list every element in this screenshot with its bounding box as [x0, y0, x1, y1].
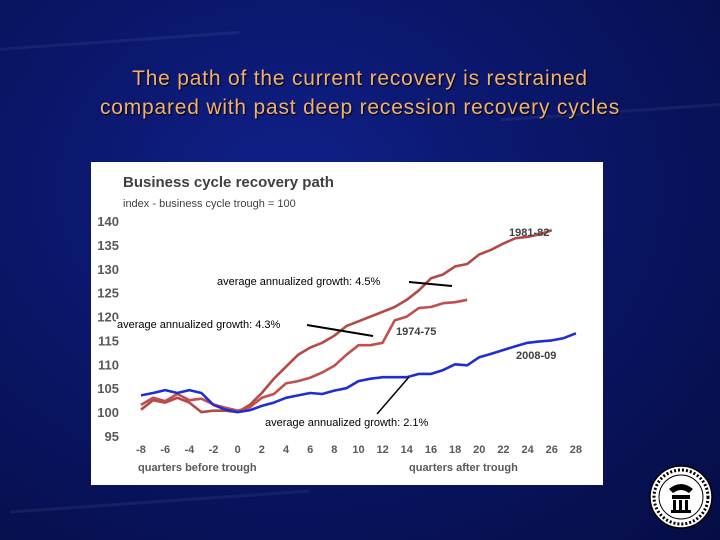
x-tick: 20 — [473, 444, 485, 456]
annotation-growth-2-1: average annualized growth: 2.1% — [264, 417, 430, 429]
annotation-growth-4-5: average annualized growth: 4.5% — [216, 276, 382, 288]
slide-title-line-2: compared with past deep recession recove… — [99, 96, 621, 119]
series-lines — [140, 228, 577, 414]
x-tick: 4 — [283, 444, 290, 456]
chart-title: Business cycle recovery path — [123, 174, 334, 191]
x-tick: 14 — [401, 444, 414, 456]
annotation-pointer-3 — [376, 376, 410, 415]
x-tick: 2 — [259, 444, 265, 456]
chart: Business cycle recovery path index - bus… — [97, 174, 582, 474]
y-tick-left: 115 — [98, 333, 119, 348]
x-tick: -8 — [136, 444, 146, 456]
x-tick: 6 — [307, 444, 313, 456]
background-streak — [10, 489, 310, 514]
y-tick-left: 130 — [97, 262, 119, 277]
x-tick: 24 — [521, 444, 534, 456]
series-label-1981-82: 1981-82 — [509, 227, 549, 239]
y-tick-left: 105 — [97, 381, 119, 396]
x-label-left: quarters before trough — [138, 462, 257, 474]
y-tick-left: 120 — [97, 310, 119, 325]
y-tick-left: 125 — [97, 286, 119, 301]
x-tick: 18 — [449, 444, 461, 456]
series-label-1974-75: 1974-75 — [396, 326, 436, 338]
series-line-1981-82 — [140, 228, 553, 414]
y-tick-left: 95 — [105, 429, 119, 444]
x-label-right: quarters after trough — [409, 462, 518, 474]
series-line-2008-09 — [140, 332, 577, 414]
chart-subtitle: index - business cycle trough = 100 — [123, 198, 296, 210]
annotation-pointer-1 — [408, 281, 453, 287]
annotation-growth-4-3: average annualized growth: 4.3% — [116, 319, 282, 331]
x-tick: -4 — [184, 444, 195, 456]
series-label-2008-09: 2008-09 — [516, 350, 556, 362]
y-tick-left: 135 — [97, 238, 119, 253]
x-tick: -6 — [160, 444, 170, 456]
y-tick-left: 110 — [98, 357, 119, 372]
background-streak — [0, 30, 240, 53]
slide-title: The path of the current recovery is rest… — [0, 64, 720, 122]
y-tick-left: 140 — [97, 214, 119, 229]
x-tick: 8 — [331, 444, 337, 456]
x-tick: 22 — [497, 444, 509, 456]
x-tick: 26 — [546, 444, 558, 456]
annotation-pointer-2 — [306, 324, 374, 337]
x-tick: 0 — [235, 444, 241, 456]
x-axis: -8 -6 -4 -2 0 2 4 6 8 10 12 14 16 18 20 22 24 26 28 — [136, 444, 582, 456]
x-tick: 16 — [425, 444, 437, 456]
x-tick: -2 — [209, 444, 219, 456]
x-tick: 10 — [352, 444, 364, 456]
x-tick: 28 — [570, 444, 582, 456]
y-tick-left: 100 — [97, 405, 119, 420]
x-tick: 12 — [377, 444, 389, 456]
slide-title-line-1: The path of the current recovery is rest… — [132, 67, 588, 90]
series-line-1974-75 — [140, 298, 468, 412]
federal-reserve-seal-icon — [649, 465, 713, 529]
y-axis-left: 95 100 105 110 115 120 125 130 135 140 — [97, 214, 119, 444]
